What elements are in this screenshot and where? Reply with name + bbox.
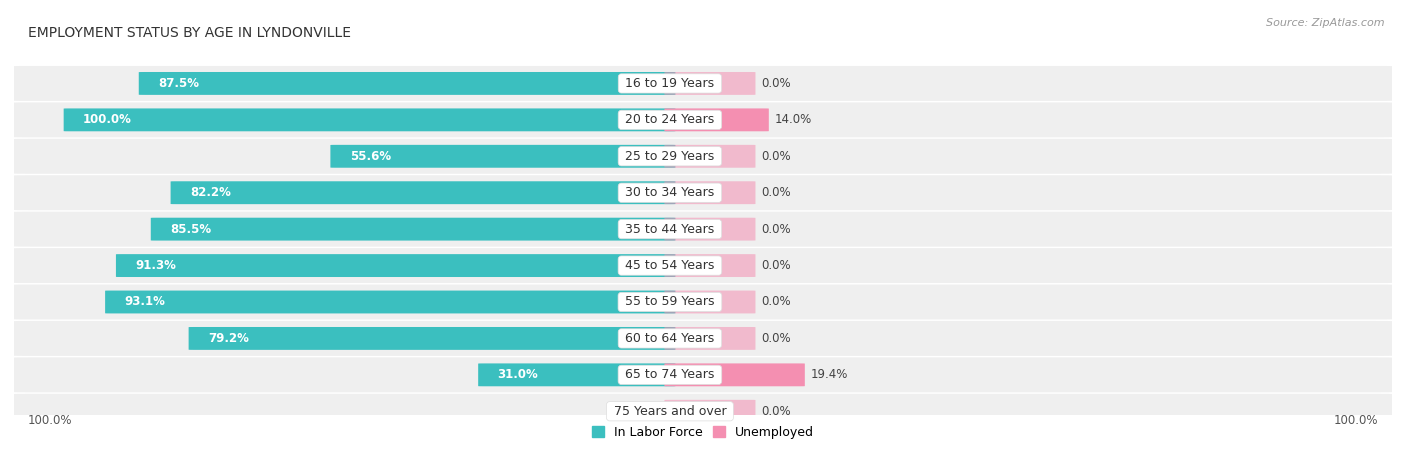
Text: 0.0%: 0.0% [634, 405, 664, 418]
Text: 79.2%: 79.2% [208, 332, 249, 345]
Text: 0.0%: 0.0% [761, 77, 790, 90]
Text: 91.3%: 91.3% [135, 259, 176, 272]
Text: 0.0%: 0.0% [761, 405, 790, 418]
Text: 19.4%: 19.4% [810, 368, 848, 382]
Text: 0.0%: 0.0% [761, 332, 790, 345]
FancyBboxPatch shape [3, 285, 1403, 319]
Text: 75 Years and over: 75 Years and over [610, 405, 730, 418]
Text: 0.0%: 0.0% [761, 186, 790, 199]
FancyBboxPatch shape [3, 212, 1403, 247]
Text: 35 to 44 Years: 35 to 44 Years [621, 223, 718, 235]
Text: 0.0%: 0.0% [761, 259, 790, 272]
Text: 0.0%: 0.0% [761, 295, 790, 308]
FancyBboxPatch shape [3, 139, 1403, 174]
FancyBboxPatch shape [478, 364, 675, 387]
FancyBboxPatch shape [115, 254, 675, 277]
Text: 100.0%: 100.0% [1334, 414, 1378, 427]
FancyBboxPatch shape [665, 72, 755, 95]
FancyBboxPatch shape [665, 364, 804, 387]
Text: 0.0%: 0.0% [761, 223, 790, 235]
FancyBboxPatch shape [665, 145, 755, 168]
Text: 14.0%: 14.0% [775, 113, 811, 126]
Text: 16 to 19 Years: 16 to 19 Years [621, 77, 718, 90]
Text: EMPLOYMENT STATUS BY AGE IN LYNDONVILLE: EMPLOYMENT STATUS BY AGE IN LYNDONVILLE [28, 27, 352, 41]
FancyBboxPatch shape [170, 181, 675, 204]
FancyBboxPatch shape [330, 145, 675, 168]
Text: 55.6%: 55.6% [350, 150, 391, 163]
Text: 25 to 29 Years: 25 to 29 Years [621, 150, 718, 163]
Text: 82.2%: 82.2% [190, 186, 231, 199]
Text: 55 to 59 Years: 55 to 59 Years [621, 295, 718, 308]
Text: 20 to 24 Years: 20 to 24 Years [621, 113, 718, 126]
FancyBboxPatch shape [3, 175, 1403, 210]
Text: 100.0%: 100.0% [28, 414, 72, 427]
Text: 100.0%: 100.0% [83, 113, 132, 126]
FancyBboxPatch shape [105, 290, 675, 313]
Legend: In Labor Force, Unemployed: In Labor Force, Unemployed [592, 426, 814, 439]
FancyBboxPatch shape [665, 290, 755, 313]
Text: 0.0%: 0.0% [761, 150, 790, 163]
Text: 65 to 74 Years: 65 to 74 Years [621, 368, 718, 382]
FancyBboxPatch shape [3, 357, 1403, 392]
FancyBboxPatch shape [188, 327, 675, 350]
Text: 60 to 64 Years: 60 to 64 Years [621, 332, 718, 345]
FancyBboxPatch shape [3, 102, 1403, 138]
FancyBboxPatch shape [665, 218, 755, 240]
FancyBboxPatch shape [3, 66, 1403, 101]
FancyBboxPatch shape [3, 248, 1403, 283]
FancyBboxPatch shape [139, 72, 675, 95]
FancyBboxPatch shape [3, 394, 1403, 429]
FancyBboxPatch shape [665, 400, 755, 423]
Text: 30 to 34 Years: 30 to 34 Years [621, 186, 718, 199]
Text: 31.0%: 31.0% [498, 368, 538, 382]
Text: 93.1%: 93.1% [124, 295, 166, 308]
Text: 85.5%: 85.5% [170, 223, 211, 235]
FancyBboxPatch shape [150, 218, 675, 240]
FancyBboxPatch shape [665, 181, 755, 204]
FancyBboxPatch shape [63, 108, 675, 131]
Text: 87.5%: 87.5% [157, 77, 200, 90]
FancyBboxPatch shape [665, 108, 769, 131]
Text: Source: ZipAtlas.com: Source: ZipAtlas.com [1267, 18, 1385, 28]
Text: 45 to 54 Years: 45 to 54 Years [621, 259, 718, 272]
FancyBboxPatch shape [665, 327, 755, 350]
FancyBboxPatch shape [665, 254, 755, 277]
FancyBboxPatch shape [3, 321, 1403, 356]
